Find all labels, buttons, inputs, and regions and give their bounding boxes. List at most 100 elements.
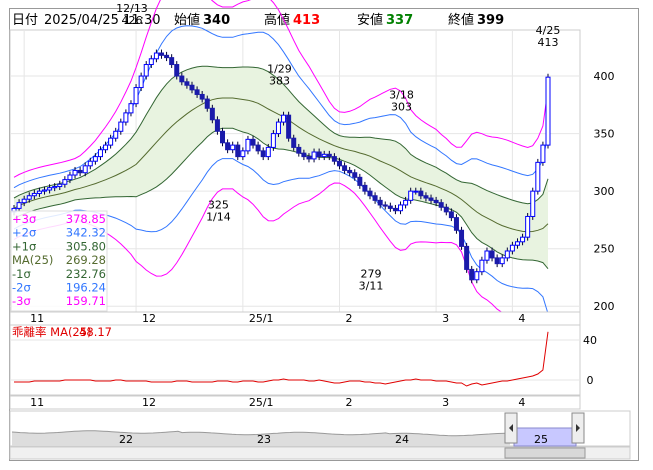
candle-body: [286, 114, 292, 139]
overview-tick-label: 24: [395, 433, 409, 446]
candlestick: [479, 256, 485, 276]
legend-row: +3σ 378.85: [12, 212, 106, 226]
candlestick: [428, 194, 434, 204]
close-label: 終値: [448, 12, 474, 28]
candle-body: [403, 199, 409, 206]
candlestick: [438, 199, 444, 211]
candlestick: [469, 265, 475, 284]
candle-body: [489, 250, 495, 259]
candle-body: [235, 144, 241, 158]
legend-value: 232.76: [66, 267, 106, 281]
range-handle-right[interactable]: [571, 412, 585, 444]
candle-body: [92, 156, 98, 162]
candlestick: [270, 130, 276, 151]
candle-body: [494, 257, 500, 265]
candle-body: [275, 121, 281, 135]
legend-label: +1σ: [12, 239, 36, 253]
ohlc-header: 日付 2025/04/25 11:30 始値 340 高値 413 安値 337…: [12, 12, 504, 28]
candle-body: [270, 133, 276, 148]
x-tick-label: 3: [442, 396, 449, 409]
candle-body: [255, 144, 261, 152]
x-tick-label: 11: [30, 396, 44, 409]
range-handle-left[interactable]: [504, 412, 518, 444]
candle-body: [484, 250, 490, 261]
deviation-y-axis: 40 0: [583, 334, 597, 387]
candle-body: [21, 198, 27, 204]
candle-body: [260, 150, 266, 158]
scrollbar-thumb[interactable]: [504, 447, 586, 459]
overview-line: [11, 430, 510, 437]
candlestick: [418, 187, 424, 200]
candlestick: [36, 187, 42, 197]
candle-body: [189, 84, 195, 91]
price-y-axis: 200 250 300 350 400: [594, 70, 615, 313]
candlestick: [448, 208, 454, 222]
candle-body: [316, 151, 322, 158]
candle-body: [535, 161, 541, 192]
candlestick: [357, 173, 363, 189]
legend-row: -2σ 196.24: [12, 281, 106, 295]
price-tick-label: 350: [594, 128, 615, 141]
candle-body: [291, 137, 297, 148]
candlestick: [398, 201, 404, 215]
deviation-legend-label: 乖離率 MA(25): [12, 325, 92, 339]
candlestick: [164, 51, 170, 62]
candle-body: [199, 93, 205, 100]
candlestick: [72, 166, 78, 179]
candlestick: [62, 176, 68, 188]
candle-body: [408, 190, 414, 201]
candle-body: [174, 64, 180, 77]
candlestick: [530, 187, 536, 220]
candlestick: [118, 118, 124, 135]
candlestick: [82, 162, 88, 177]
overview-tick-label: 22: [119, 433, 133, 446]
candle-body: [443, 206, 449, 213]
candlestick: [42, 186, 48, 195]
annotation-value: 279: [361, 267, 382, 280]
annotation-value: 383: [269, 75, 290, 88]
candlestick: [26, 192, 32, 203]
candle-body: [225, 142, 231, 151]
candle-body: [138, 75, 144, 89]
candlestick: [103, 141, 109, 154]
candlestick: [189, 81, 195, 94]
candlestick: [336, 157, 342, 170]
legend-row: MA(25) 269.28: [12, 253, 106, 267]
candle-body: [306, 156, 312, 160]
candle-body: [77, 169, 83, 174]
legend-label: -2σ: [12, 281, 31, 295]
scrollbar-track[interactable]: [9, 446, 631, 460]
band-minus1sigma: [13, 127, 549, 270]
candlestick: [148, 55, 154, 68]
legend-value: 196.24: [66, 281, 106, 295]
legend-box: [10, 210, 108, 312]
candlestick: [275, 118, 281, 138]
candle-body: [459, 229, 465, 247]
candle-body: [479, 259, 485, 273]
legend-value: 378.85: [66, 212, 106, 226]
candle-body: [250, 138, 256, 146]
candlestick: [138, 72, 144, 92]
candle-body: [428, 197, 434, 201]
candle-body: [123, 112, 129, 123]
candle-body: [525, 215, 531, 238]
candlestick: [509, 241, 515, 255]
candlestick: [367, 187, 373, 200]
annotation-date: 3/11: [359, 279, 384, 292]
candle-body: [448, 211, 454, 219]
candlestick: [21, 195, 27, 207]
low-value: 337: [386, 13, 413, 28]
candlesticks: [11, 49, 551, 284]
legend-label: MA(25): [12, 253, 53, 267]
candlestick: [545, 73, 551, 149]
overview-sparkline: [11, 430, 510, 446]
overview-navigator[interactable]: 22 23 24 25: [9, 410, 631, 447]
candlestick: [123, 109, 129, 126]
candlestick: [174, 61, 180, 80]
candle-body: [26, 195, 32, 200]
horizontal-scrollbar[interactable]: [9, 446, 631, 460]
candlestick: [194, 86, 200, 98]
